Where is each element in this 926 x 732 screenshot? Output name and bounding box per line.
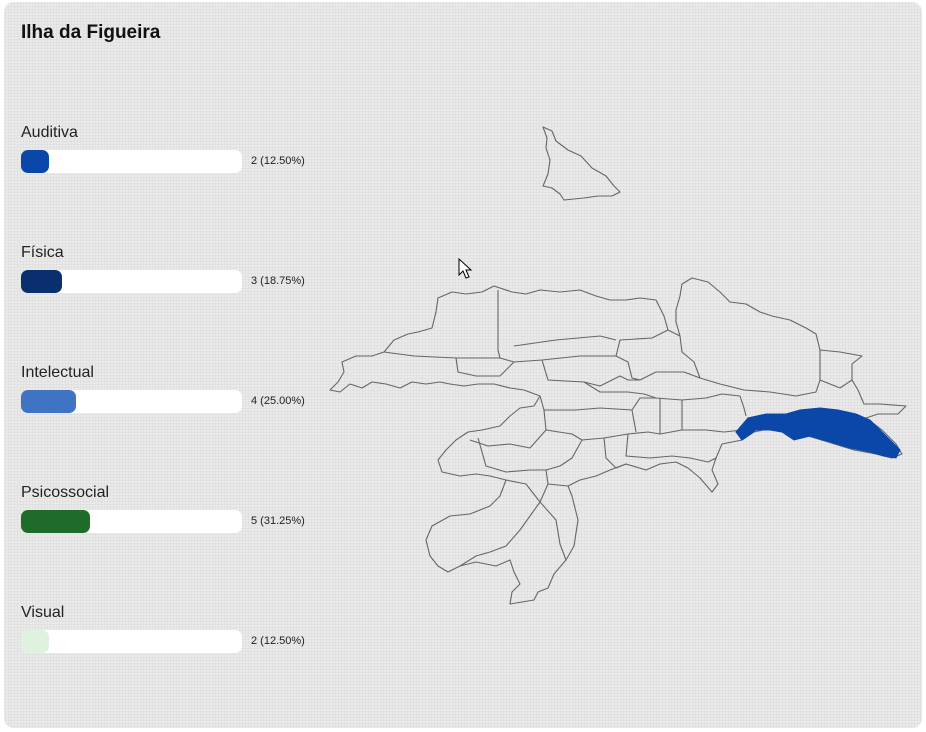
district-outlines <box>329 126 907 605</box>
stats-panel: Ilha da Figueira Auditiva 2 (12.50%) Fís… <box>4 2 922 728</box>
progress-track <box>21 390 242 413</box>
progress-track <box>21 270 242 293</box>
category-label: Psicossocial <box>21 484 110 501</box>
mouse-pointer-icon <box>458 258 473 279</box>
category-count: 3 (18.75%) <box>251 275 305 287</box>
category-count: 4 (25.00%) <box>251 395 305 407</box>
category-intelectual: Intelectual 4 (25.00%) <box>21 364 321 414</box>
progress-track <box>21 630 242 653</box>
progress-fill <box>21 390 76 413</box>
progress-fill <box>21 150 49 173</box>
category-visual: Visual 2 (12.50%) <box>21 604 321 654</box>
map-region-north-island[interactable] <box>542 126 621 201</box>
category-psicossocial: Psicossocial 5 (31.25%) <box>21 484 321 534</box>
category-label: Intelectual <box>21 364 94 381</box>
category-label: Auditiva <box>21 124 78 141</box>
category-label: Física <box>21 244 64 261</box>
category-count: 5 (31.25%) <box>251 515 305 527</box>
category-auditiva: Auditiva 2 (12.50%) <box>21 124 321 174</box>
category-count: 2 (12.50%) <box>251 635 305 647</box>
category-count: 2 (12.50%) <box>251 155 305 167</box>
progress-fill <box>21 270 62 293</box>
category-fisica: Física 3 (18.75%) <box>21 244 321 294</box>
progress-fill <box>21 510 90 533</box>
progress-fill <box>21 630 49 653</box>
progress-track <box>21 510 242 533</box>
category-label: Visual <box>21 604 65 621</box>
panel-title: Ilha da Figueira <box>21 22 161 43</box>
map-outline-main <box>329 277 907 605</box>
map-region-highlighted[interactable] <box>735 407 901 459</box>
progress-track <box>21 150 242 173</box>
